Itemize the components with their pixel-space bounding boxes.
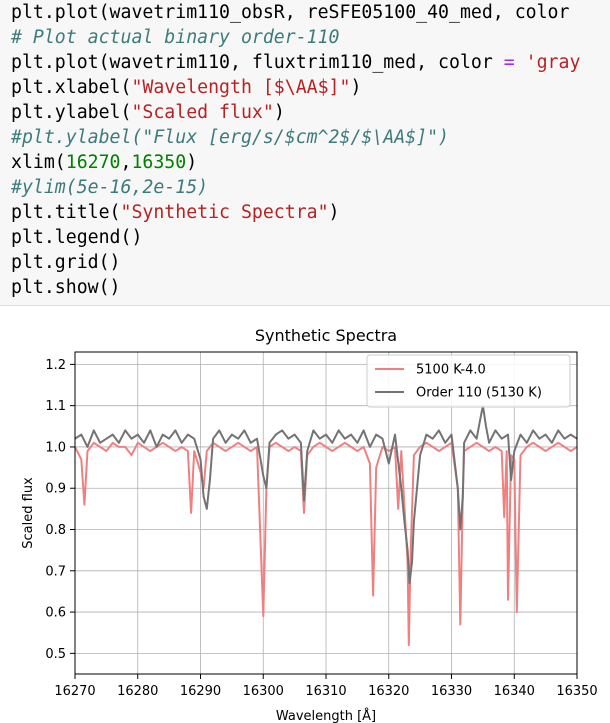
code-editor[interactable]: plt.plot(wavetrim110_obsR, reSFE05100_40…	[11, 0, 580, 300]
y-tick-label: 1.2	[45, 358, 66, 373]
x-tick-label: 16330	[431, 684, 472, 699]
code-line: #ylim(5e-16,2e-15)	[11, 175, 580, 200]
y-tick-label: 1.1	[45, 399, 66, 414]
legend-label: Order 110 (5130 K)	[416, 386, 542, 401]
code-line: plt.ylabel("Scaled flux")	[11, 100, 580, 125]
code-line: plt.xlabel("Wavelength [$\AA$]")	[11, 75, 580, 100]
y-tick-label: 0.8	[45, 523, 66, 538]
code-token: 'gray	[514, 52, 581, 73]
series-line	[74, 441, 578, 647]
code-line: plt.plot(wavetrim110_obsR, reSFE05100_40…	[11, 0, 580, 25]
x-tick-label: 16290	[180, 684, 221, 699]
code-line: # Plot actual binary order-110	[11, 25, 580, 50]
code-token: )	[186, 152, 198, 173]
x-tick-label: 16300	[243, 684, 284, 699]
code-line: xlim(16270,16350)	[11, 150, 580, 175]
code-token: ,	[120, 152, 132, 173]
code-line: plt.grid()	[11, 250, 580, 275]
y-tick-label: 0.7	[45, 564, 66, 579]
code-line: plt.legend()	[11, 225, 580, 250]
code-line: plt.plot(wavetrim110, fluxtrim110_med, c…	[11, 50, 580, 75]
code-token: 16350	[131, 152, 187, 173]
line-chart: Synthetic Spectra 16270 16280 16290 16300 163…	[21, 326, 598, 723]
code-line: #plt.ylabel("Flux [erg/s/$cm^2$/$\AA$]")	[11, 125, 580, 150]
x-tick-label: 16310	[305, 684, 346, 699]
y-tick-label: 0.9	[45, 482, 66, 497]
plot-output: Synthetic Spectra 16270 16280 16290 16300 163…	[0, 305, 610, 723]
series-line	[74, 404, 578, 585]
code-token: plt.ylabel(	[11, 102, 132, 123]
y-tick-label: 1.0	[45, 440, 66, 455]
code-token: "Synthetic Spectra"	[120, 202, 329, 223]
code-token: "Wavelength [$\AA$]"	[131, 77, 351, 98]
code-token: plt.show()	[11, 277, 121, 298]
legend-box	[366, 354, 571, 408]
code-token: #plt.ylabel("Flux [erg/s/$cm^2$/$\AA$]")	[11, 127, 449, 148]
code-token: )	[273, 102, 285, 123]
code-token: plt.grid()	[11, 252, 121, 273]
code-token: 16270	[65, 152, 121, 173]
code-line: plt.title("Synthetic Spectra")	[11, 200, 580, 225]
code-token: plt.legend()	[11, 227, 143, 248]
x-tick-label: 16320	[368, 684, 409, 699]
code-token: )	[350, 77, 362, 98]
code-cell[interactable]: plt.plot(wavetrim110_obsR, reSFE05100_40…	[0, 0, 610, 306]
code-token: =	[503, 52, 515, 73]
code-token: plt.xlabel(	[11, 77, 132, 98]
code-token: plt.plot(wavetrim110_obsR, reSFE05100_40…	[11, 2, 581, 23]
x-tick-label: 16280	[117, 684, 158, 699]
code-token: # Plot actual binary order-110	[11, 27, 340, 48]
chart-title: Synthetic Spectra	[255, 326, 397, 345]
code-token: "Scaled flux"	[131, 102, 274, 123]
x-axis-label: Wavelength [Å]	[276, 708, 376, 723]
y-axis-label: Scaled flux	[21, 477, 36, 549]
code-token: plt.title(	[11, 202, 121, 223]
x-tick-label: 16350	[556, 684, 597, 699]
x-tick-label: 16270	[54, 684, 95, 699]
y-tick-label: 0.5	[45, 647, 66, 662]
code-token: #ylim(5e-16,2e-15)	[11, 177, 209, 198]
code-token: )	[328, 202, 340, 223]
x-tick-label: 16340	[494, 684, 535, 699]
code-line: plt.show()	[11, 275, 580, 300]
code-token: xlim(	[11, 152, 66, 173]
y-tick-label: 0.6	[45, 606, 66, 621]
code-token: plt.plot(wavetrim110, fluxtrim110_med, c…	[11, 52, 504, 73]
legend: 5100 K-4.0 Order 110 (5130 K)	[366, 354, 571, 408]
legend-label: 5100 K-4.0	[416, 363, 486, 378]
